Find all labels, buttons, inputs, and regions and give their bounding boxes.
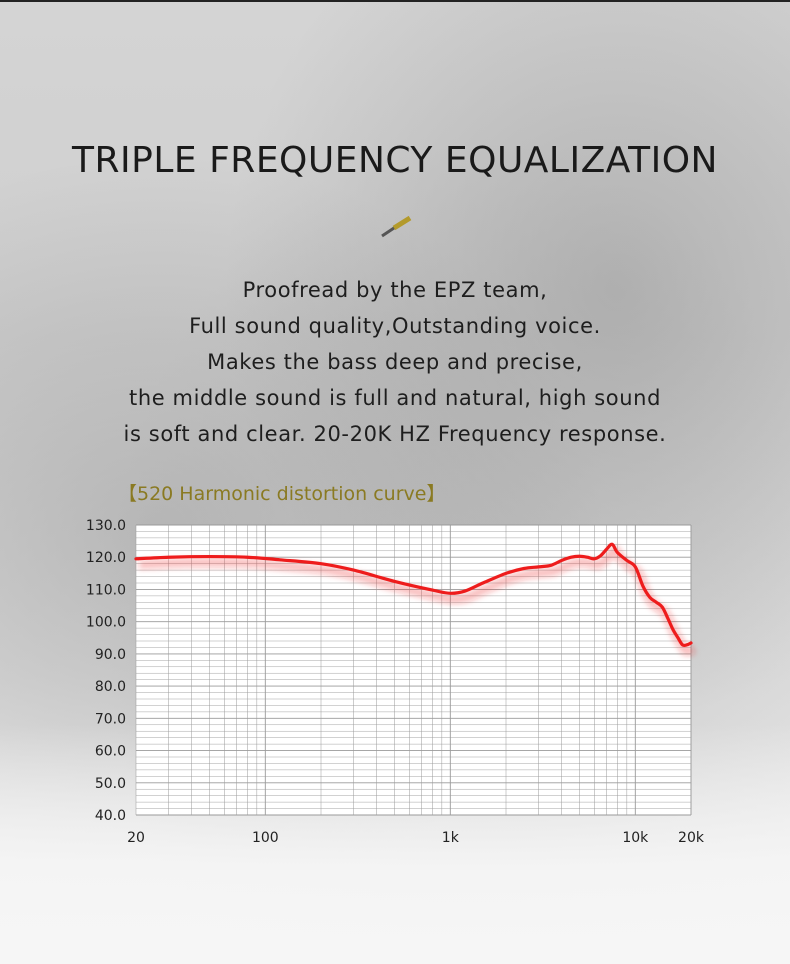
description-line: the middle sound is full and natural, hi… bbox=[128, 386, 662, 410]
series-line bbox=[134, 542, 693, 648]
y-tick-label: 50.0 bbox=[95, 776, 126, 792]
description-line: Full sound quality,Outstanding voice. bbox=[189, 314, 601, 338]
y-tick-label: 120.0 bbox=[86, 550, 126, 566]
plot-area bbox=[136, 525, 691, 815]
y-tick-label: 80.0 bbox=[95, 679, 126, 695]
y-tick-label: 60.0 bbox=[95, 744, 126, 760]
y-tick-label: 100.0 bbox=[86, 615, 126, 631]
y-tick-label: 130.0 bbox=[86, 518, 126, 534]
x-tick-label: 10k bbox=[622, 830, 649, 846]
description-line: is soft and clear. 20-20K HZ Frequency r… bbox=[123, 422, 667, 446]
grid-lines bbox=[135, 524, 692, 816]
page-title: TRIPLE FREQUENCY EQUALIZATION bbox=[72, 140, 718, 181]
series-group bbox=[134, 542, 697, 656]
y-axis-labels: 40.0 50.0 60.0 70.0 80.0 90.0 100.0 110.0 120.0 1… bbox=[86, 518, 126, 824]
x-axis-labels: 20 100 1k 10k 20k bbox=[127, 830, 705, 846]
description: Proofread by the EPZ team, Full sound qu… bbox=[0, 272, 790, 452]
y-tick-label: 40.0 bbox=[95, 808, 126, 824]
x-tick-label: 20k bbox=[678, 830, 705, 846]
x-tick-label: 100 bbox=[252, 830, 279, 846]
slash-divider-icon bbox=[381, 215, 412, 238]
description-line: Proofread by the EPZ team, bbox=[242, 278, 548, 302]
chart-title: 【520 Harmonic distortion curve】 bbox=[118, 483, 446, 505]
y-tick-label: 90.0 bbox=[95, 647, 126, 663]
top-border bbox=[0, 0, 790, 2]
y-tick-label: 70.0 bbox=[95, 711, 126, 727]
x-tick-label: 1k bbox=[442, 830, 460, 846]
description-line: Makes the bass deep and precise, bbox=[207, 350, 583, 374]
x-tick-label: 20 bbox=[127, 830, 145, 846]
y-tick-label: 110.0 bbox=[86, 582, 126, 598]
